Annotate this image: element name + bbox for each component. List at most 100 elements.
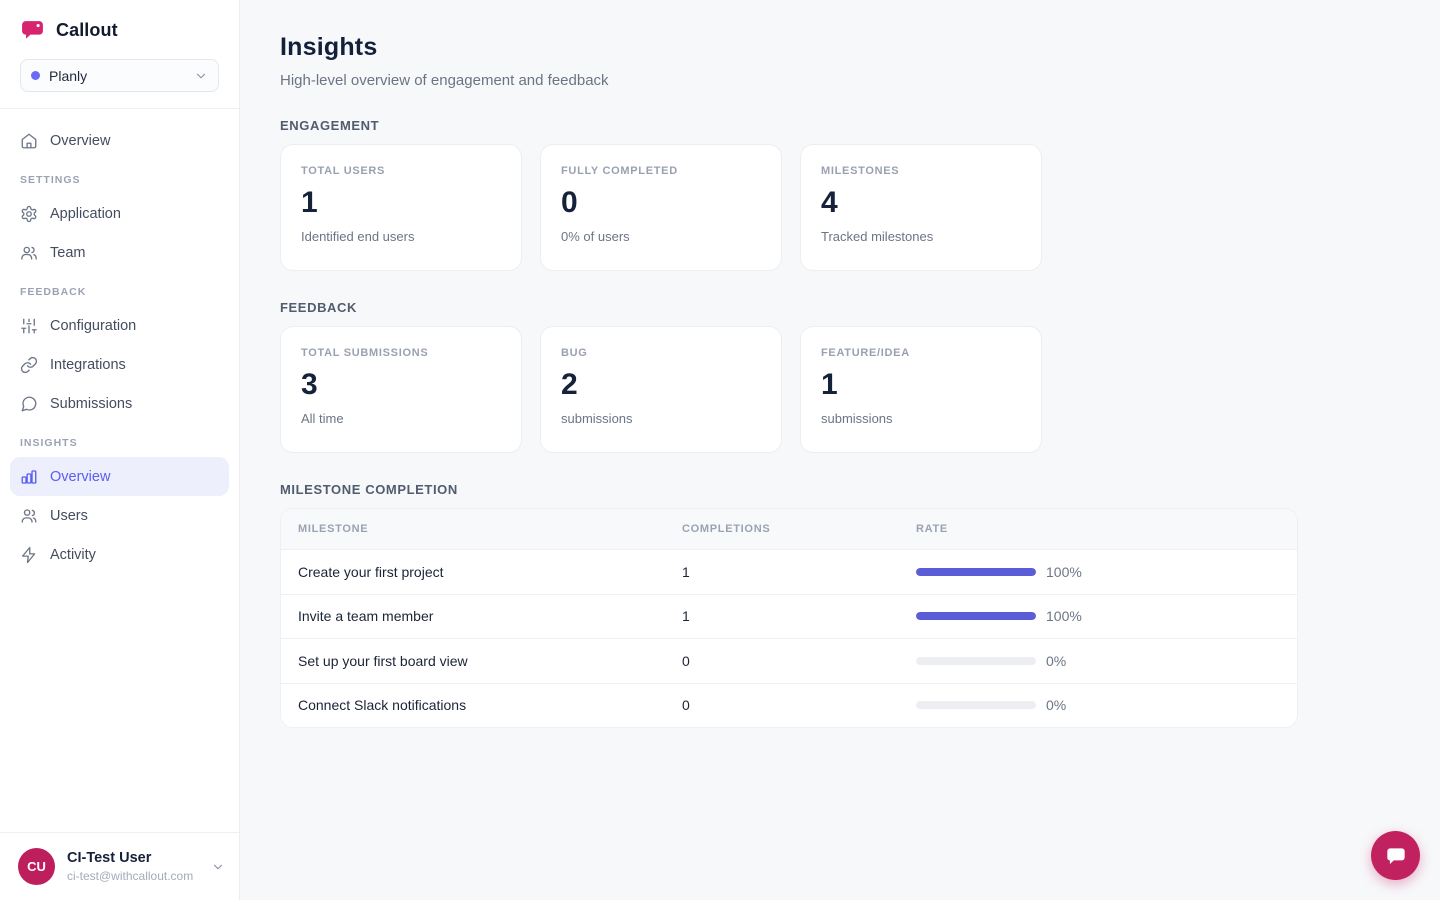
bar-chart-icon [21, 469, 37, 484]
stat-label: MILESTONES [821, 165, 900, 177]
user-name: CI-Test User [67, 850, 152, 866]
sidebar-item-insights-overview[interactable]: Overview [10, 457, 229, 496]
page-title: Insights [280, 33, 378, 61]
column-header-rate: RATE [916, 523, 948, 535]
speech-bubble-icon [21, 396, 37, 411]
chat-bubble-icon [1386, 847, 1405, 864]
lightning-icon [21, 546, 36, 563]
user-menu[interactable]: CU CI-Test User ci-test@withcallout.com [0, 832, 239, 900]
sliders-icon [21, 318, 37, 333]
sidebar-item-label: Configuration [50, 317, 137, 334]
stat-card-feature-idea: FEATURE/IDEA 1 submissions [800, 326, 1042, 453]
table-row: Create your first project 1 100% [281, 549, 1297, 594]
stat-card-milestones: MILESTONES 4 Tracked milestones [800, 144, 1042, 271]
section-heading-milestone-completion: MILESTONE COMPLETION [280, 482, 458, 497]
milestone-rate: 100% [916, 564, 1297, 580]
sidebar-item-submissions[interactable]: Submissions [10, 384, 229, 423]
sidebar: Callout Planly Overview SETTINGS Applica… [0, 0, 240, 900]
stat-sublabel: 0% of users [561, 229, 630, 244]
callout-logo-icon [22, 21, 43, 39]
stat-label: BUG [561, 347, 588, 359]
sidebar-item-label: Overview [50, 132, 111, 149]
chat-widget-button[interactable] [1371, 831, 1420, 880]
stat-card-fully-completed: FULLY COMPLETED 0 0% of users [540, 144, 782, 271]
rate-label: 100% [1046, 563, 1082, 580]
project-selector[interactable]: Planly [20, 59, 219, 92]
sidebar-item-label: Activity [50, 546, 96, 563]
milestone-completions: 1 [682, 608, 690, 625]
project-color-dot [31, 71, 40, 80]
engagement-cards: TOTAL USERS 1 Identified end users FULLY… [280, 144, 1400, 271]
stat-value: 4 [821, 186, 838, 219]
sidebar-item-application[interactable]: Application [10, 194, 229, 233]
table-row: Set up your first board view 0 0% [281, 638, 1297, 683]
user-meta: CI-Test User ci-test@withcallout.com [67, 850, 199, 883]
progress-bar [916, 612, 1036, 621]
sidebar-item-activity[interactable]: Activity [10, 535, 229, 574]
progress-bar [916, 701, 1036, 710]
stat-label: TOTAL SUBMISSIONS [301, 347, 429, 359]
app-title: Callout [56, 20, 118, 40]
milestone-name: Invite a team member [298, 608, 434, 625]
nav-heading-insights: INSIGHTS [20, 437, 78, 449]
milestone-name: Create your first project [298, 563, 444, 580]
nav-heading-feedback: FEEDBACK [20, 286, 87, 298]
sidebar-item-label: Application [50, 205, 121, 222]
milestone-table: MILESTONE COMPLETIONS RATE Create your f… [280, 508, 1298, 728]
sidebar-item-integrations[interactable]: Integrations [10, 345, 229, 384]
stat-value: 3 [301, 368, 318, 401]
stat-card-total-submissions: TOTAL SUBMISSIONS 3 All time [280, 326, 522, 453]
stat-value: 0 [561, 186, 578, 219]
stat-sublabel: Identified end users [301, 229, 415, 244]
milestone-rate: 0% [916, 697, 1297, 713]
stat-label: TOTAL USERS [301, 165, 386, 177]
section-heading-feedback: FEEDBACK [280, 300, 358, 315]
main-content: Insights High-level overview of engageme… [240, 0, 1440, 900]
user-email: ci-test@withcallout.com [67, 869, 194, 883]
sidebar-nav: Overview SETTINGS Application Team FEEDB… [0, 109, 239, 832]
stat-value: 1 [821, 368, 838, 401]
rate-label: 0% [1046, 697, 1067, 714]
sidebar-item-label: Overview [50, 468, 111, 485]
milestone-rate: 100% [916, 608, 1297, 624]
page-subtitle: High-level overview of engagement and fe… [280, 72, 609, 89]
stat-sublabel: All time [301, 411, 344, 426]
table-header-row: MILESTONE COMPLETIONS RATE [281, 509, 1297, 549]
table-row: Invite a team member 1 100% [281, 593, 1297, 638]
table-row: Connect Slack notifications 0 0% [281, 682, 1297, 727]
stat-value: 1 [301, 186, 318, 219]
sidebar-header: Callout Planly [0, 0, 239, 109]
column-header-milestone: MILESTONE [298, 523, 369, 535]
sidebar-item-label: Team [50, 244, 86, 261]
sidebar-item-label: Users [50, 507, 88, 524]
milestone-completions: 1 [682, 563, 690, 580]
chevron-down-icon [213, 864, 223, 869]
stat-value: 2 [561, 368, 578, 401]
milestone-name: Connect Slack notifications [298, 697, 467, 714]
stat-sublabel: submissions [821, 411, 893, 426]
milestone-rate: 0% [916, 653, 1297, 669]
stat-card-total-users: TOTAL USERS 1 Identified end users [280, 144, 522, 271]
column-header-completions: COMPLETIONS [682, 523, 771, 535]
milestone-name: Set up your first board view [298, 652, 468, 669]
stat-sublabel: submissions [561, 411, 633, 426]
sidebar-item-overview[interactable]: Overview [10, 121, 229, 160]
stat-label: FULLY COMPLETED [561, 165, 678, 177]
rate-label: 0% [1046, 652, 1067, 669]
gear-icon [21, 205, 37, 222]
sidebar-item-label: Submissions [50, 395, 133, 412]
sidebar-item-label: Integrations [50, 356, 126, 373]
users-icon [21, 508, 37, 523]
home-icon [21, 133, 37, 148]
link-icon [20, 356, 38, 373]
brand-logo: Callout [20, 18, 219, 43]
section-heading-engagement: ENGAGEMENT [280, 118, 380, 133]
sidebar-item-users[interactable]: Users [10, 496, 229, 535]
rate-label: 100% [1046, 608, 1082, 625]
sidebar-item-configuration[interactable]: Configuration [10, 306, 229, 345]
chevron-down-icon [196, 73, 206, 78]
stat-card-bug: BUG 2 submissions [540, 326, 782, 453]
avatar: CU [18, 848, 55, 885]
team-icon [21, 246, 37, 260]
sidebar-item-team[interactable]: Team [10, 233, 229, 272]
